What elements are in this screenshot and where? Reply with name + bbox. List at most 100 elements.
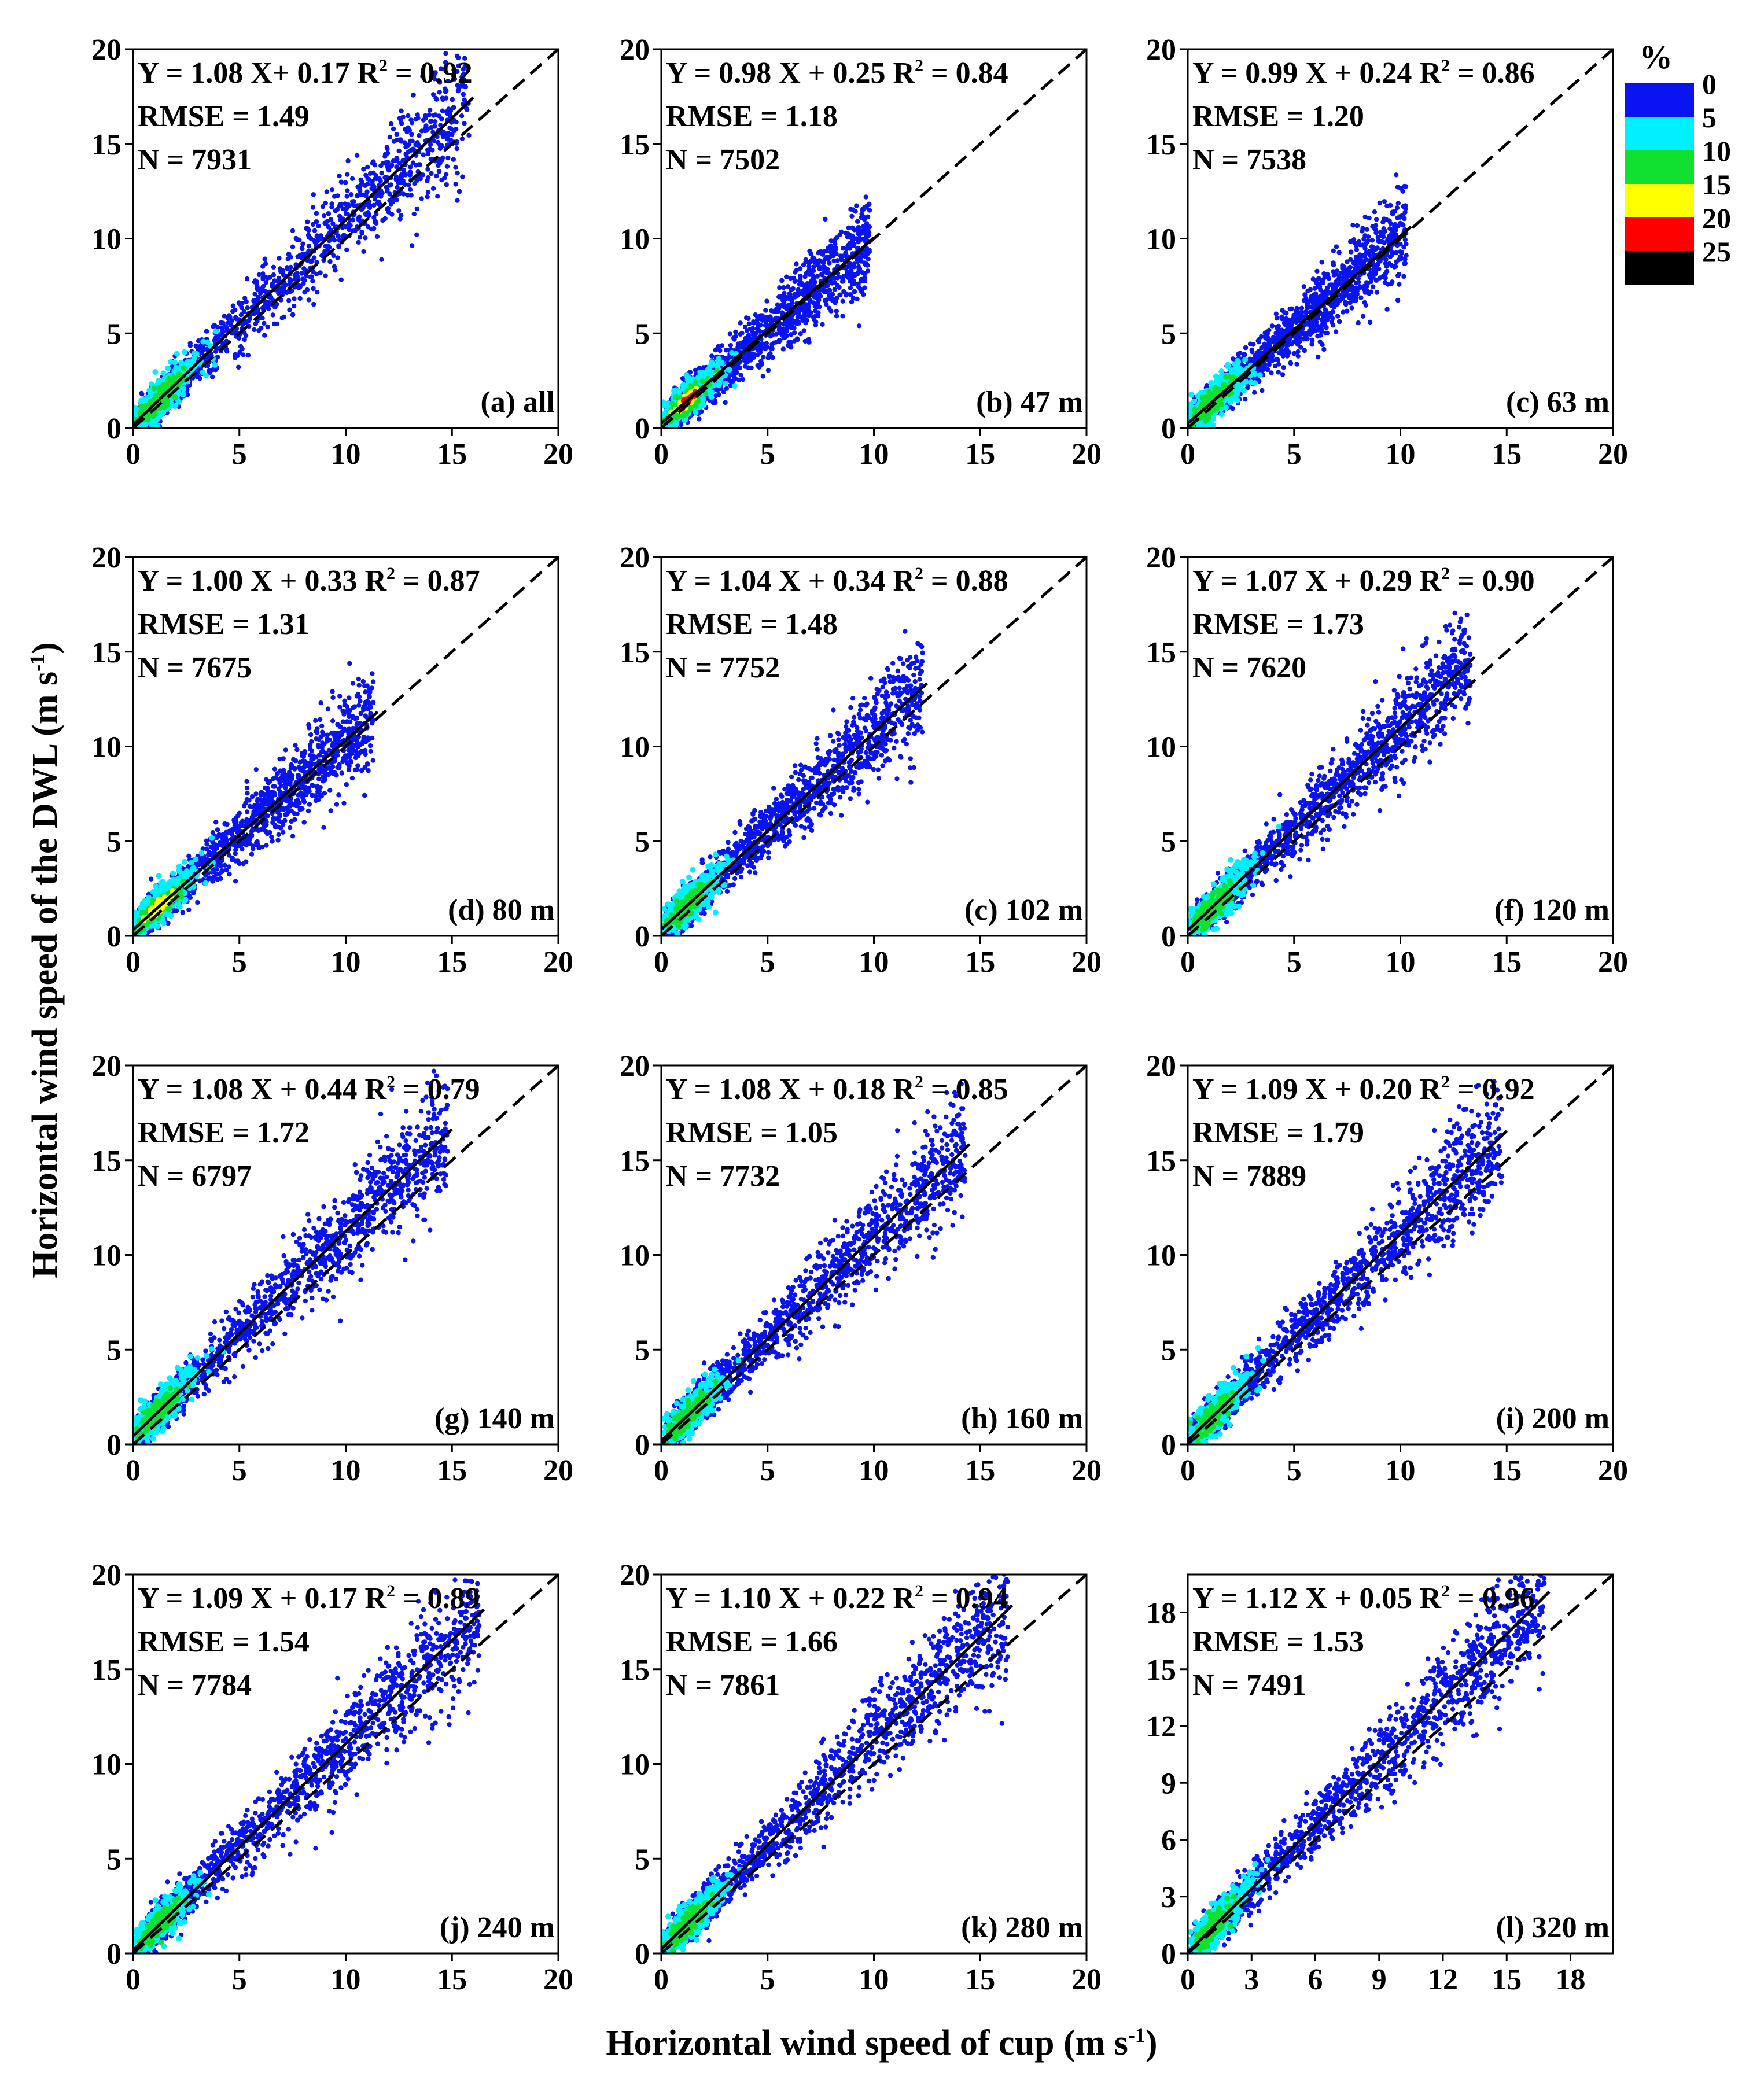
data-point <box>312 228 318 233</box>
data-point <box>727 378 732 384</box>
data-point <box>236 335 242 341</box>
density-point <box>173 364 179 371</box>
data-point <box>417 162 423 167</box>
data-point <box>865 263 870 268</box>
data-point <box>758 347 763 353</box>
data-point <box>723 356 728 362</box>
data-point <box>348 223 353 228</box>
data-point <box>850 296 856 301</box>
data-point <box>435 194 440 199</box>
data-point <box>302 278 307 283</box>
data-point <box>281 289 286 294</box>
data-point <box>844 246 849 252</box>
data-point <box>360 205 366 211</box>
data-point <box>753 312 758 318</box>
data-point <box>820 272 825 278</box>
data-point <box>713 348 719 353</box>
data-point <box>439 178 444 183</box>
data-point <box>752 352 758 357</box>
data-point <box>230 303 236 308</box>
density-point <box>133 404 137 411</box>
density-point <box>152 418 159 425</box>
data-point <box>861 217 867 222</box>
data-point <box>357 235 363 240</box>
data-point <box>382 175 388 180</box>
data-point <box>745 351 751 356</box>
density-point <box>181 365 187 371</box>
data-point <box>739 330 745 336</box>
data-point <box>301 266 307 271</box>
data-point <box>316 223 321 229</box>
data-point <box>777 326 783 331</box>
data-point <box>306 297 311 303</box>
data-point <box>763 318 769 324</box>
data-point <box>812 304 818 309</box>
data-point <box>197 375 202 381</box>
data-point <box>738 373 743 378</box>
data-point <box>314 290 320 295</box>
data-point <box>763 308 768 313</box>
density-point <box>212 362 218 368</box>
data-point <box>336 243 341 248</box>
data-point <box>369 186 374 191</box>
x-tick-label: 15 <box>437 438 467 471</box>
data-point <box>391 126 396 131</box>
data-point <box>213 367 218 373</box>
density-point <box>182 349 188 355</box>
data-point <box>237 301 242 307</box>
data-point <box>408 164 413 169</box>
data-point <box>311 286 316 292</box>
data-point <box>463 84 469 90</box>
data-point <box>460 174 465 179</box>
x-tick-label: 0 <box>654 438 669 471</box>
data-point <box>1349 305 1354 311</box>
data-point <box>815 300 820 305</box>
data-point <box>1384 307 1390 312</box>
data-point <box>421 152 426 157</box>
data-point <box>408 117 414 123</box>
data-point <box>451 128 457 134</box>
data-point <box>402 140 407 145</box>
data-point <box>404 129 410 135</box>
data-point <box>756 327 761 333</box>
data-point <box>297 296 303 301</box>
data-point <box>423 115 428 120</box>
data-point <box>724 386 730 391</box>
data-point <box>295 254 300 259</box>
density-point <box>181 386 187 392</box>
data-point <box>760 374 766 379</box>
data-point <box>429 171 434 176</box>
data-point <box>295 275 301 280</box>
data-point <box>1402 209 1408 215</box>
data-point <box>835 283 841 289</box>
density-point <box>708 394 715 400</box>
data-point <box>278 269 283 274</box>
data-point <box>440 108 445 113</box>
data-point <box>244 276 250 282</box>
data-point <box>439 143 444 149</box>
data-point <box>841 274 846 279</box>
data-point <box>252 292 257 297</box>
data-point <box>412 181 417 186</box>
data-point <box>310 205 316 210</box>
data-point <box>747 326 753 332</box>
data-point <box>354 153 360 158</box>
data-point <box>263 300 268 305</box>
data-point <box>276 275 282 281</box>
data-point <box>407 148 413 154</box>
data-point <box>820 265 825 270</box>
data-point <box>400 178 406 183</box>
data-point <box>835 258 840 263</box>
data-point <box>453 165 458 170</box>
data-point <box>306 228 311 233</box>
data-point <box>444 109 450 115</box>
data-point <box>462 56 467 61</box>
data-point <box>763 323 768 328</box>
data-point <box>229 318 235 323</box>
data-point <box>236 364 241 370</box>
data-point <box>697 366 702 371</box>
data-point <box>389 163 395 168</box>
data-point <box>760 313 765 318</box>
data-point <box>432 113 437 118</box>
